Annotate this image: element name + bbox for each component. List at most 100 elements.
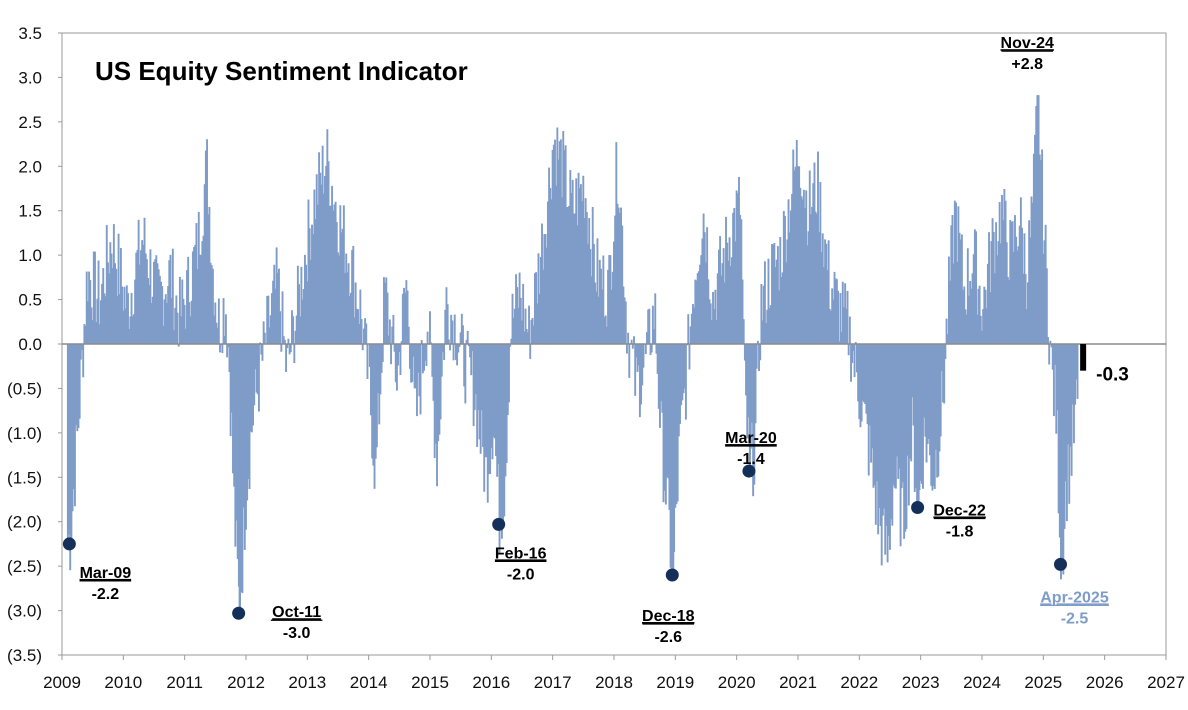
- bar: [804, 207, 806, 344]
- bar: [387, 335, 390, 344]
- x-tick-label: 2016: [472, 673, 510, 692]
- bar: [1060, 344, 1063, 567]
- bar: [699, 264, 702, 344]
- bar: [124, 308, 127, 344]
- bar: [649, 344, 652, 356]
- bar: [519, 297, 522, 344]
- y-tick-label: 1.0: [18, 246, 42, 265]
- bar: [656, 344, 659, 374]
- bar: [648, 308, 651, 344]
- bar: [630, 339, 633, 344]
- bar: [968, 295, 970, 344]
- bar: [693, 307, 696, 344]
- bar: [360, 318, 363, 344]
- bar: [1030, 196, 1033, 344]
- bar: [533, 273, 536, 344]
- bar: [281, 291, 284, 344]
- bar: [1049, 340, 1052, 344]
- bar: [931, 344, 934, 491]
- bar: [646, 332, 648, 344]
- bar: [607, 269, 610, 344]
- bar: [617, 207, 620, 344]
- bar: [714, 289, 717, 344]
- bar: [1073, 344, 1075, 444]
- bar: [164, 294, 167, 344]
- bar: [377, 344, 380, 394]
- bar: [112, 224, 115, 344]
- bar: [410, 344, 413, 383]
- bar: [820, 252, 823, 344]
- bar: [742, 319, 745, 344]
- bar: [851, 344, 854, 364]
- bar: [288, 344, 291, 355]
- bar: [81, 344, 83, 351]
- bar: [727, 260, 730, 344]
- bar: [957, 206, 960, 344]
- bar: [348, 296, 351, 344]
- bar: [1031, 202, 1034, 344]
- bar: [431, 344, 434, 377]
- bar: [910, 344, 913, 462]
- bar: [865, 344, 868, 414]
- chart-title: US Equity Sentiment Indicator: [95, 56, 468, 86]
- bar: [1032, 153, 1035, 344]
- bar: [664, 344, 667, 505]
- bar: [709, 303, 712, 344]
- bar: [1050, 344, 1053, 348]
- bar: [706, 227, 709, 344]
- bar: [421, 344, 424, 374]
- bar: [280, 344, 283, 352]
- bar: [889, 344, 891, 550]
- bar: [418, 344, 421, 397]
- bar: [127, 293, 129, 344]
- bar: [66, 344, 69, 541]
- bar: [848, 316, 851, 344]
- bar-series: [66, 95, 1079, 616]
- bar: [832, 299, 835, 344]
- bar: [1051, 344, 1054, 370]
- bar: [167, 286, 170, 344]
- bar: [950, 225, 953, 344]
- bar: [561, 197, 564, 344]
- bar: [295, 315, 298, 344]
- bar: [434, 344, 437, 444]
- bar: [259, 342, 262, 344]
- bar: [315, 174, 318, 344]
- bar: [762, 285, 765, 344]
- bar: [690, 313, 693, 344]
- bar: [991, 218, 994, 344]
- bar: [554, 139, 556, 344]
- bar: [140, 250, 142, 344]
- bar: [72, 344, 75, 490]
- bar: [535, 272, 538, 344]
- bar: [736, 193, 739, 344]
- bar: [813, 162, 816, 344]
- bar: [650, 344, 653, 353]
- bar: [876, 344, 878, 482]
- bar: [289, 344, 292, 353]
- bar: [511, 293, 514, 344]
- bar: [592, 243, 595, 344]
- bar: [1071, 344, 1074, 405]
- x-tick-label: 2024: [963, 673, 1001, 692]
- bar: [405, 280, 408, 344]
- bar: [712, 291, 714, 344]
- bar: [809, 214, 812, 344]
- bar: [701, 238, 704, 344]
- bar: [274, 288, 277, 344]
- bar: [477, 344, 480, 411]
- bar: [620, 207, 622, 344]
- bar: [104, 296, 107, 344]
- bar: [171, 248, 174, 344]
- bar: [92, 251, 95, 344]
- bar: [327, 161, 330, 344]
- bar: [949, 280, 952, 344]
- bar: [364, 318, 367, 344]
- bar: [254, 344, 257, 370]
- annotation-value-mar-20: -1.4: [737, 451, 765, 468]
- bar: [716, 273, 719, 344]
- bar: [525, 328, 528, 344]
- bar: [1037, 95, 1040, 344]
- bar: [898, 344, 901, 469]
- bar: [1009, 220, 1012, 344]
